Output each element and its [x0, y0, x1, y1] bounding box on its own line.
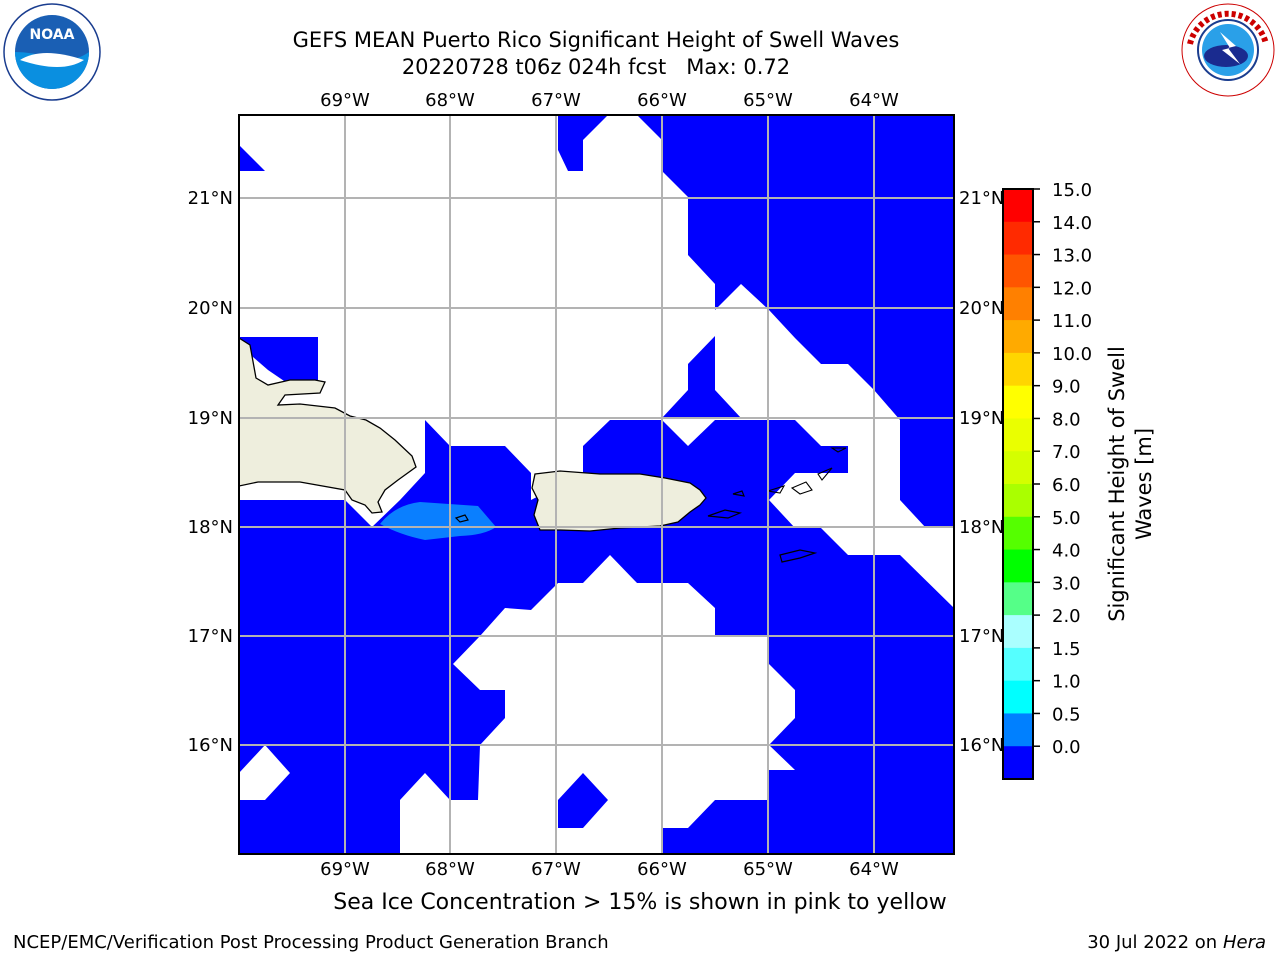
- colorbar-segment: [1003, 221, 1033, 256]
- colorbar-tick-label: 0.0: [1052, 737, 1081, 758]
- colorbar-segment: [1003, 287, 1033, 321]
- colorbar-tick-label: 3.0: [1052, 573, 1081, 594]
- noaa-logo: NOAA: [3, 3, 101, 101]
- colorbar-segment: [1003, 254, 1033, 288]
- colorbar-segment: [1003, 746, 1033, 780]
- lat-label: 16°N: [188, 735, 233, 756]
- colorbar-segment: [1003, 615, 1033, 649]
- colorbar-tick-label: 5.0: [1052, 508, 1081, 529]
- vieques-island: [707, 509, 743, 519]
- colorbar-tick-label: 0.5: [1052, 704, 1081, 725]
- lat-label: 17°N: [188, 626, 233, 647]
- colorbar-tick-label: 9.0: [1052, 377, 1081, 398]
- lon-label: 68°W: [425, 90, 475, 111]
- colorbar-segment: [1003, 680, 1033, 714]
- map-frame: [238, 114, 955, 855]
- colorbar-tick-label: 11.0: [1052, 311, 1092, 332]
- colorbar-segment: [1003, 320, 1033, 354]
- sea-ice-caption: Sea Ice Concentration > 15% is shown in …: [333, 890, 947, 915]
- colorbar-segment: [1003, 385, 1033, 419]
- colorbar-tick-label: 6.0: [1052, 475, 1081, 496]
- chart-title: GEFS MEAN Puerto Rico Significant Height…: [292, 28, 900, 52]
- colorbar-segment: [1003, 352, 1033, 387]
- colorbar-tick-label: 10.0: [1052, 344, 1092, 365]
- footer-date: 30 Jul 2022 on Hera: [1087, 932, 1266, 953]
- colorbar-segment: [1003, 549, 1033, 583]
- colorbar-ticks: 15.0 14.0 13.0 12.0 11.0 10.0 9.0 8.0 7.0 6.0 5.0 4…: [1033, 180, 1092, 758]
- colorbar-tick-label: 8.0: [1052, 409, 1081, 430]
- colorbar-segment: [1003, 582, 1033, 616]
- lat-label: 21°N: [188, 188, 233, 209]
- colorbar-label-line1: Significant Height of Swell: [1105, 346, 1129, 622]
- lon-label: 65°W: [743, 859, 793, 880]
- lon-label: 69°W: [320, 859, 370, 880]
- colorbar-segment: [1003, 484, 1033, 518]
- footer-host: Hera: [1222, 932, 1266, 953]
- colorbar-segment: [1003, 713, 1033, 747]
- colorbar-segment: [1003, 418, 1033, 452]
- lon-label: 65°W: [743, 90, 793, 111]
- colorbar-tick-label: 15.0: [1052, 180, 1092, 201]
- lat-labels-right: 21°N 20°N 19°N 18°N 17°N 16°N: [959, 188, 1004, 756]
- colorbar-tick-label: 4.0: [1052, 541, 1081, 562]
- map-gridlines: [239, 115, 954, 854]
- swell-field-mid: [380, 502, 496, 540]
- lon-label: 66°W: [637, 90, 687, 111]
- lon-labels-bottom: 69°W 68°W 67°W 66°W 65°W 64°W: [320, 859, 899, 880]
- culebra-island: [732, 490, 745, 497]
- noaa-logo-text: NOAA: [30, 27, 75, 43]
- colorbar-label-line2: Waves [m]: [1132, 428, 1156, 540]
- footer-date-text: 30 Jul 2022 on: [1087, 932, 1223, 953]
- footer-branch: NCEP/EMC/Verification Post Processing Pr…: [13, 932, 609, 953]
- colorbar-tick-label: 14.0: [1052, 213, 1092, 234]
- colorbar-segment: [1003, 451, 1033, 485]
- chart-subtitle: 20220728 t06z 024h fcst Max: 0.72: [401, 55, 791, 79]
- colorbar-tick-label: 13.0: [1052, 246, 1092, 267]
- lat-label: 20°N: [188, 298, 233, 319]
- lat-label: 17°N: [959, 626, 1004, 647]
- lat-label: 19°N: [959, 408, 1004, 429]
- colorbar-tick-label: 1.0: [1052, 672, 1081, 693]
- mona-island: [454, 514, 469, 523]
- colorbar: [1003, 189, 1033, 780]
- lon-label: 69°W: [320, 90, 370, 111]
- colorbar-tick-label: 2.0: [1052, 606, 1081, 627]
- hispaniola-land: [239, 337, 417, 514]
- lat-label: 18°N: [959, 517, 1004, 538]
- colorbar-tick-label: 12.0: [1052, 278, 1092, 299]
- lat-labels-left: 21°N 20°N 19°N 18°N 17°N 16°N: [188, 188, 233, 756]
- colorbar-segment: [1003, 516, 1033, 551]
- lon-label: 64°W: [849, 90, 899, 111]
- lon-label: 67°W: [531, 859, 581, 880]
- lat-label: 19°N: [188, 408, 233, 429]
- lon-labels-top: 69°W 68°W 67°W 66°W 65°W 64°W: [320, 90, 899, 111]
- colorbar-segment: [1003, 647, 1033, 682]
- colorbar-tick-label: 1.5: [1052, 639, 1081, 660]
- lat-label: 20°N: [959, 298, 1004, 319]
- lat-label: 16°N: [959, 735, 1004, 756]
- lat-label: 18°N: [188, 517, 233, 538]
- lon-label: 68°W: [425, 859, 475, 880]
- colorbar-tick-label: 7.0: [1052, 442, 1081, 463]
- lon-label: 64°W: [849, 859, 899, 880]
- lat-label: 21°N: [959, 188, 1004, 209]
- lon-label: 67°W: [531, 90, 581, 111]
- virgin-islands: [767, 447, 847, 495]
- colorbar-segment: [1003, 189, 1033, 223]
- nws-logo: [1181, 3, 1275, 97]
- st-croix-island: [779, 549, 818, 563]
- lon-label: 66°W: [637, 859, 687, 880]
